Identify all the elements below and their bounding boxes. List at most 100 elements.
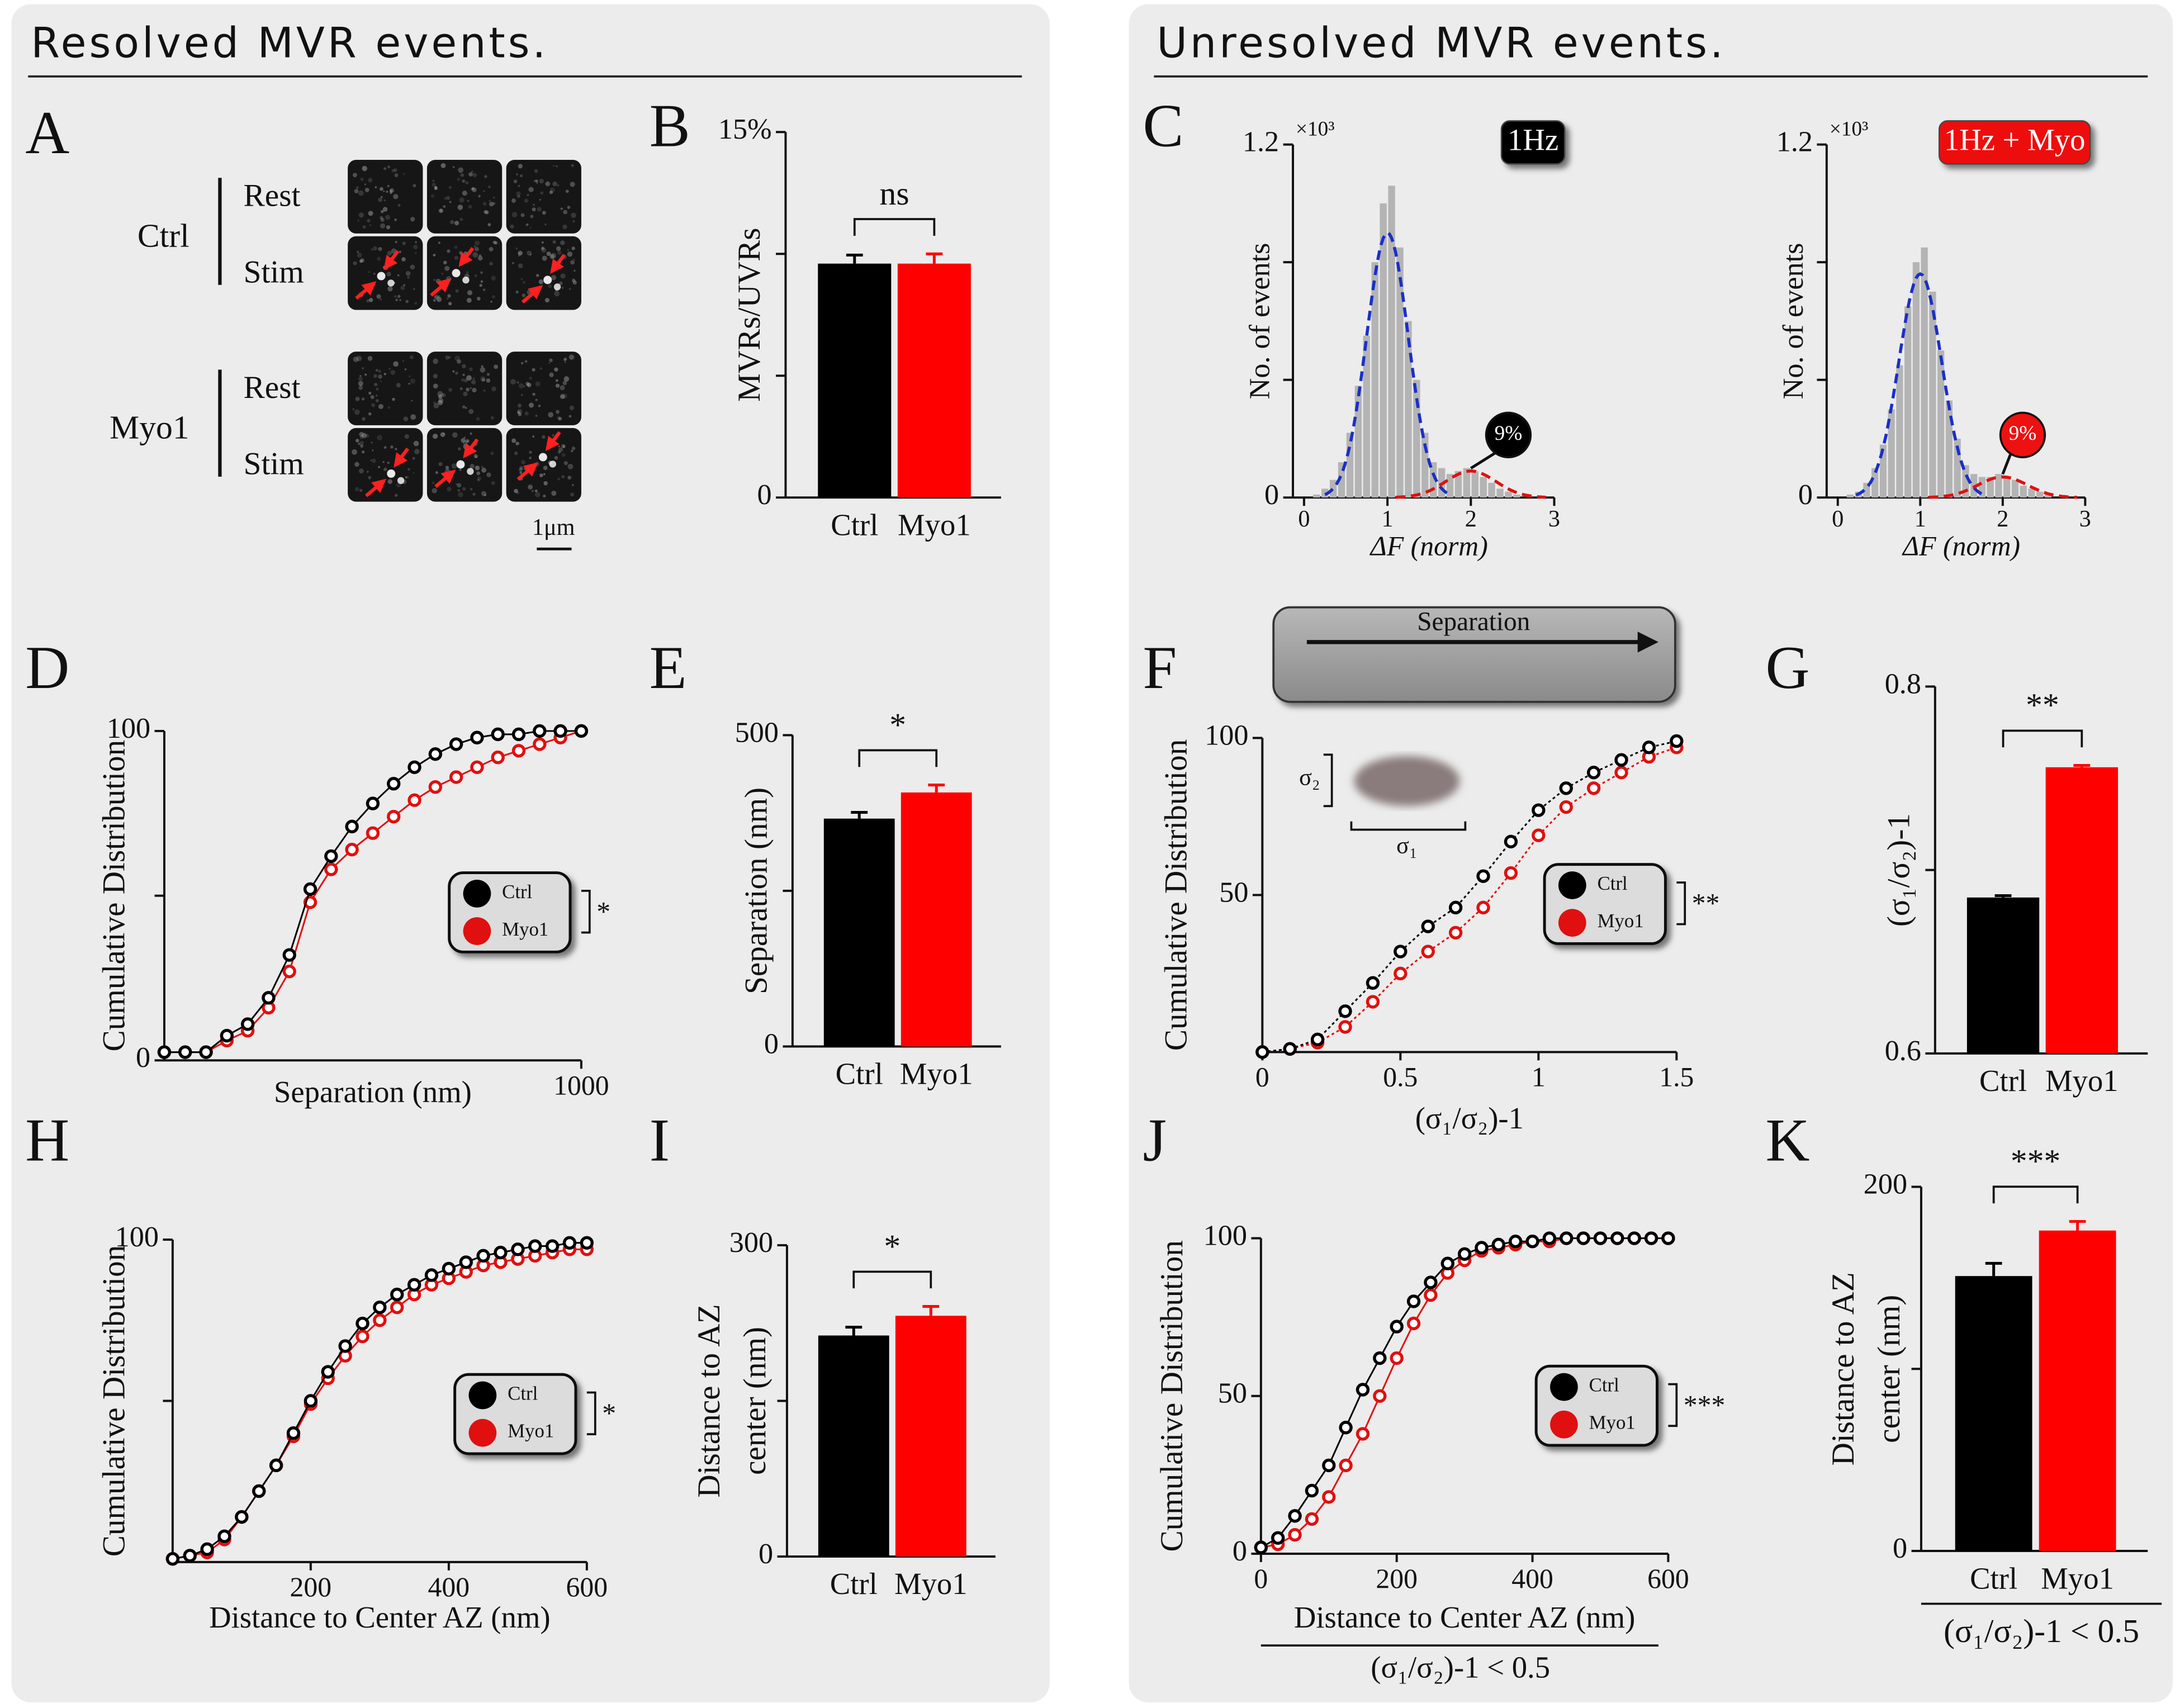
x-tick-label: Myo1 — [894, 1567, 968, 1601]
speckle — [378, 197, 382, 202]
speckle — [397, 274, 400, 277]
speckle — [484, 210, 487, 214]
speckle — [472, 187, 477, 192]
speckle — [408, 383, 410, 385]
speckle — [494, 241, 497, 245]
series-marker — [1532, 828, 1546, 842]
histogram-bar — [1995, 474, 2002, 498]
series-marker — [1559, 800, 1573, 814]
speckle — [440, 163, 446, 168]
series-marker — [1322, 1490, 1336, 1504]
series-marker — [511, 1242, 525, 1256]
series-marker — [1661, 1231, 1675, 1245]
speckle — [404, 434, 409, 439]
speckle — [365, 434, 369, 438]
speckle — [525, 223, 529, 226]
micrograph — [506, 352, 581, 425]
x-axis-label: ΔF (norm) — [1902, 531, 2020, 562]
speckle — [378, 247, 382, 252]
speckle — [551, 253, 556, 259]
bar — [1955, 1276, 2032, 1552]
legend-label: Myo1 — [1589, 1412, 1636, 1434]
series-marker — [1254, 1540, 1268, 1554]
speckle — [558, 445, 560, 448]
speckle — [545, 181, 551, 187]
x-tick-label: Ctrl — [1970, 1561, 2017, 1595]
series-marker — [1322, 1458, 1336, 1473]
speckle — [358, 212, 364, 218]
speckle — [368, 211, 373, 216]
annotation-pointer — [2001, 451, 2013, 475]
speckle — [481, 365, 484, 368]
series-marker — [1255, 1045, 1269, 1059]
series-marker — [366, 826, 380, 840]
speckle — [460, 173, 464, 177]
bar — [1966, 897, 2040, 1054]
significance-label: * — [596, 896, 610, 927]
speckle — [461, 378, 465, 382]
speckle — [549, 191, 553, 194]
series-marker — [235, 1510, 249, 1524]
speckle — [544, 223, 547, 226]
histogram-bar — [1454, 471, 1462, 498]
speckle — [567, 249, 570, 251]
spot — [553, 283, 561, 291]
spot — [538, 453, 547, 462]
speckle — [445, 466, 449, 469]
speckle — [464, 378, 468, 383]
series-marker — [1542, 1231, 1557, 1245]
speckle — [468, 205, 472, 209]
series-marker — [1491, 1237, 1506, 1252]
series-line — [1262, 740, 1677, 1053]
histogram-bar — [1388, 186, 1395, 498]
significance-bracket — [858, 749, 938, 767]
series-marker — [199, 1045, 213, 1059]
speckle — [367, 355, 373, 361]
speckle — [356, 186, 359, 189]
panel-letter: J — [1143, 1107, 1167, 1174]
significance-bracket — [2002, 729, 2083, 748]
series-marker — [1475, 1241, 1489, 1255]
series-marker — [390, 1287, 404, 1302]
speckle — [438, 295, 440, 298]
speckle — [510, 224, 514, 229]
speckle — [527, 383, 532, 387]
speckle — [433, 383, 438, 389]
y-tick-label: 100 — [107, 712, 150, 744]
x-tick-label: 200 — [290, 1572, 332, 1602]
panel-letter: E — [650, 634, 687, 701]
speckle — [513, 179, 518, 183]
speckle — [529, 450, 532, 454]
series-marker — [1424, 1275, 1438, 1289]
speckle — [368, 271, 371, 273]
speckle — [572, 280, 577, 285]
speckle — [468, 367, 473, 372]
speckle — [382, 461, 385, 463]
series-marker — [1406, 1316, 1421, 1331]
speckle — [437, 297, 442, 302]
speckle — [374, 383, 378, 387]
speckle — [359, 374, 362, 377]
speckle — [413, 184, 416, 188]
row-label: Stim — [244, 254, 304, 290]
speckle — [556, 246, 561, 251]
speckle — [567, 206, 571, 209]
histogram-bar — [1354, 386, 1362, 498]
series-marker — [345, 842, 359, 857]
speckle — [370, 395, 375, 400]
speckle — [563, 357, 567, 361]
bar — [897, 263, 971, 498]
series-marker — [1560, 1231, 1574, 1245]
speckle — [516, 191, 521, 196]
y-axis-label: No. of events — [1243, 243, 1276, 399]
speckle — [564, 361, 566, 363]
speckle — [462, 179, 466, 183]
annotation: 9% — [1495, 422, 1523, 445]
panel-letter: A — [25, 99, 69, 167]
speckle — [459, 251, 463, 255]
speckle — [481, 378, 485, 382]
speckle — [354, 487, 359, 492]
group-label: Myo1 — [110, 409, 189, 446]
bar — [2045, 767, 2119, 1054]
speckle — [530, 215, 534, 219]
